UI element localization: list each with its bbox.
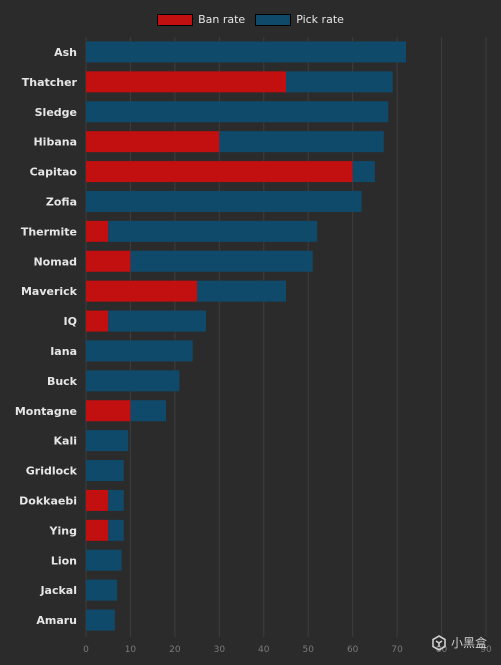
bar-pick-rate-jackal[interactable] [86, 579, 118, 601]
category-label-amaru: Amaru [36, 614, 77, 627]
bar-pick-rate-montagne[interactable] [130, 400, 166, 422]
category-label-iq: IQ [64, 315, 77, 328]
category-label-maverick: Maverick [21, 285, 78, 298]
category-label-nomad: Nomad [33, 255, 77, 268]
x-tick-label-40: 40 [258, 645, 270, 655]
bar-ban-rate-ying[interactable] [86, 519, 109, 541]
legend-item-pick-rate[interactable]: Pick rate [255, 13, 344, 26]
x-tick-label-50: 50 [302, 645, 314, 655]
x-tick-label-30: 30 [214, 645, 226, 655]
bar-ban-rate-hibana[interactable] [86, 131, 220, 153]
category-label-buck: Buck [47, 375, 78, 388]
category-label-iana: Iana [50, 345, 77, 358]
bar-ban-rate-thatcher[interactable] [86, 71, 286, 93]
bar-ban-rate-maverick[interactable] [86, 280, 198, 302]
bar-pick-rate-kali[interactable] [86, 430, 129, 452]
category-label-hibana: Hibana [33, 136, 77, 149]
x-tick-label-10: 10 [125, 645, 137, 655]
category-label-thermite: Thermite [21, 225, 77, 238]
legend-label-pick-rate: Pick rate [296, 13, 344, 26]
legend: Ban rate Pick rate [0, 13, 501, 26]
legend-item-ban-rate[interactable]: Ban rate [157, 13, 245, 26]
legend-label-ban-rate: Ban rate [198, 13, 246, 26]
x-tick-label-0: 0 [83, 645, 89, 655]
bar-pick-rate-dokkaebi[interactable] [108, 489, 124, 511]
legend-swatch-ban-rate [157, 13, 194, 26]
legend-swatch-pick-rate [255, 13, 292, 26]
x-tick-label-60: 60 [347, 645, 359, 655]
bar-pick-rate-ying[interactable] [108, 519, 124, 541]
bar-pick-rate-zofia[interactable] [86, 190, 362, 212]
x-tick-label-90: 90 [480, 645, 492, 655]
bar-pick-rate-maverick[interactable] [197, 280, 286, 302]
category-label-ash: Ash [54, 46, 77, 59]
bar-ban-rate-thermite[interactable] [86, 220, 109, 242]
watermark: 小黑盒 [431, 634, 487, 651]
bar-pick-rate-capitao[interactable] [352, 161, 375, 183]
bar-pick-rate-ash[interactable] [86, 41, 406, 63]
bar-pick-rate-amaru[interactable] [86, 609, 115, 631]
x-tick-label-80: 80 [436, 645, 448, 655]
bar-pick-rate-gridlock[interactable] [86, 460, 124, 482]
category-label-kali: Kali [54, 435, 78, 448]
category-label-jackal: Jackal [39, 584, 77, 597]
category-label-montagne: Montagne [15, 405, 77, 418]
watermark-text: 小黑盒 [450, 636, 487, 650]
bar-ban-rate-montagne[interactable] [86, 400, 131, 422]
bar-ban-rate-capitao[interactable] [86, 161, 353, 183]
category-label-gridlock: Gridlock [26, 465, 78, 478]
bar-pick-rate-buck[interactable] [86, 370, 180, 392]
bar-pick-rate-sledge[interactable] [86, 101, 389, 123]
category-label-capitao: Capitao [30, 166, 78, 179]
category-label-thatcher: Thatcher [22, 76, 78, 89]
bar-pick-rate-iana[interactable] [86, 340, 193, 362]
bar-ban-rate-iq[interactable] [86, 310, 109, 332]
x-tick-label-70: 70 [391, 645, 403, 655]
bar-ban-rate-nomad[interactable] [86, 250, 131, 272]
bar-pick-rate-nomad[interactable] [130, 250, 313, 272]
bar-pick-rate-lion[interactable] [86, 549, 122, 571]
bar-pick-rate-iq[interactable] [108, 310, 206, 332]
category-label-sledge: Sledge [35, 106, 77, 119]
category-label-ying: Ying [49, 524, 77, 537]
bar-pick-rate-thatcher[interactable] [286, 71, 393, 93]
bar-pick-rate-hibana[interactable] [219, 131, 384, 153]
xiaoheihe-logo-icon [431, 634, 447, 651]
bar-ban-rate-dokkaebi[interactable] [86, 489, 109, 511]
bar-pick-rate-thermite[interactable] [108, 220, 318, 242]
x-tick-label-20: 20 [169, 645, 181, 655]
category-label-lion: Lion [51, 554, 77, 567]
category-label-zofia: Zofia [46, 195, 77, 208]
category-label-dokkaebi: Dokkaebi [19, 494, 77, 507]
